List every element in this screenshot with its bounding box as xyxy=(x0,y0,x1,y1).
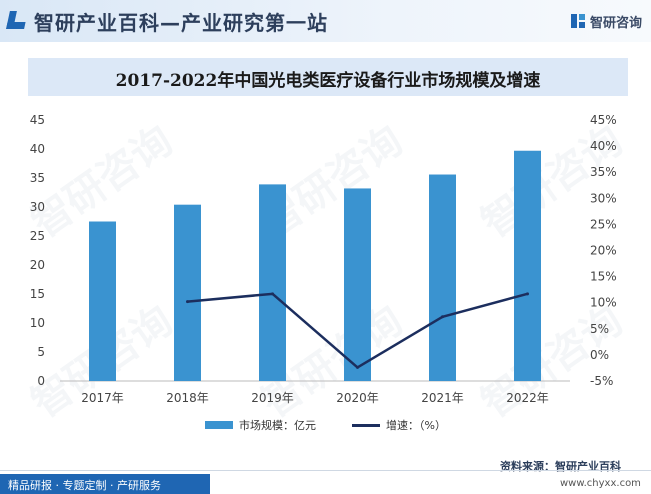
x-tick-label: 2017年 xyxy=(81,391,124,405)
y-right-tick-label: 20% xyxy=(590,244,617,258)
footer-divider xyxy=(0,470,651,471)
growth-point-1 xyxy=(271,292,274,296)
growth-point-0 xyxy=(186,300,189,304)
legend-label-bar: 市场规模：亿元 xyxy=(239,419,317,432)
x-tick-label: 2022年 xyxy=(506,391,549,405)
growth-point-2 xyxy=(356,365,359,369)
y-right-tick-label: 15% xyxy=(590,270,617,284)
y-left-tick-label: 5 xyxy=(37,345,45,359)
chart-title: 2017-2022年中国光电类医疗设备行业市场规模及增速 xyxy=(115,71,541,91)
page-header: 智研产业百科—产业研究第一站 智研咨询 xyxy=(0,0,651,42)
y-right-tick-label: 40% xyxy=(590,139,617,153)
y-left-tick-label: 10 xyxy=(30,316,45,330)
bar-2 xyxy=(259,184,286,381)
y-right-tick-label: -5% xyxy=(590,374,613,388)
y-left-tick-label: 25 xyxy=(30,229,45,243)
y-left-tick-label: 40 xyxy=(30,142,45,156)
growth-point-3 xyxy=(441,315,444,319)
y-right-tick-label: 25% xyxy=(590,217,617,231)
y-left-tick-label: 35 xyxy=(30,171,45,185)
y-left-tick-label: 45 xyxy=(30,113,45,127)
y-right-tick-label: 30% xyxy=(590,191,617,205)
bar-0 xyxy=(89,221,116,381)
growth-point-4 xyxy=(526,292,529,296)
legend-item-bar: 市场规模：亿元 xyxy=(205,417,316,433)
brand-logo-icon xyxy=(571,14,585,28)
y-right-tick-label: 10% xyxy=(590,296,617,310)
legend-swatch-line xyxy=(352,423,381,427)
legend-label-line: 增速：（%） xyxy=(386,419,446,432)
x-tick-label: 2021年 xyxy=(421,391,464,405)
bar-1 xyxy=(174,204,201,381)
header-title: 智研产业百科—产业研究第一站 xyxy=(34,11,328,35)
bar-4 xyxy=(429,174,456,381)
x-tick-label: 2018年 xyxy=(166,391,209,405)
chart-title-bar: 2017-2022年中国光电类医疗设备行业市场规模及增速 xyxy=(28,58,628,96)
y-left-tick-label: 20 xyxy=(30,258,45,272)
y-left-tick-label: 30 xyxy=(30,200,45,214)
source-note: 资料来源：智研产业百科 xyxy=(500,460,621,473)
legend-item-line: 增速：（%） xyxy=(352,417,446,433)
legend-swatch-bar xyxy=(205,421,234,429)
x-tick-label: 2019年 xyxy=(251,391,294,405)
chart-legend: 市场规模：亿元 增速：（%） xyxy=(0,416,651,434)
y-left-tick-label: 0 xyxy=(37,374,45,388)
bar-3 xyxy=(344,188,371,381)
y-right-tick-label: 0% xyxy=(590,348,609,362)
y-right-tick-label: 5% xyxy=(590,322,609,336)
header-brand: 智研咨询 xyxy=(590,16,643,31)
x-tick-label: 2020年 xyxy=(336,391,379,405)
y-right-tick-label: 45% xyxy=(590,113,617,127)
chart-canvas: 0 5 10 15 20 25 30 35 40 45 -5% 0% 5% 10% 15% 20% 25% 30%… xyxy=(30,113,617,405)
footer-services: 精品研报 · 专题定制 · 产研服务 xyxy=(0,474,210,494)
bar-5 xyxy=(514,150,541,381)
footer-url: www.chyxx.com xyxy=(560,478,641,489)
y-left-tick-label: 15 xyxy=(30,287,45,301)
y-right-tick-label: 35% xyxy=(590,165,617,179)
